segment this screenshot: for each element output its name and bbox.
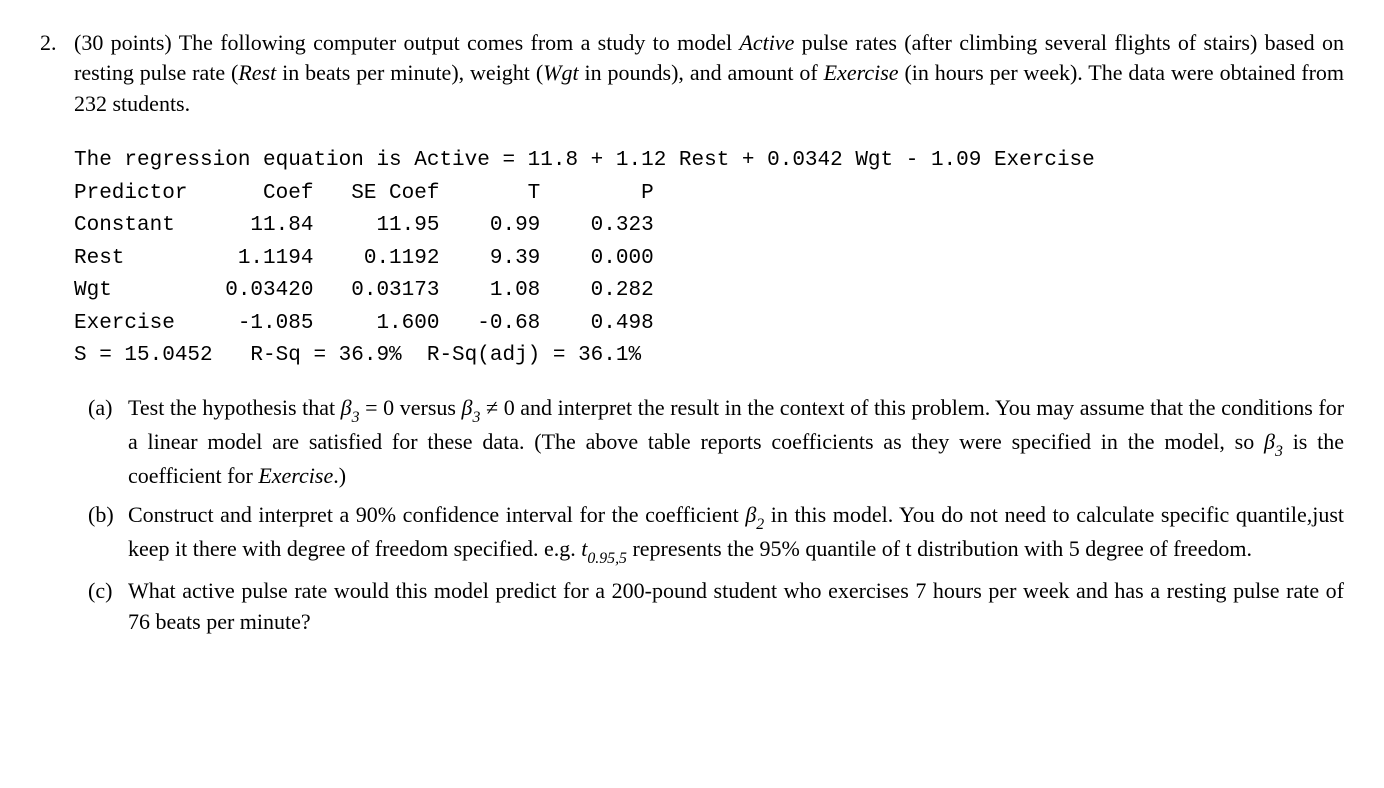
part-a-t1: Test the hypothesis that — [128, 395, 335, 420]
intro-text-3: in beats per minute), weight ( — [282, 60, 543, 85]
part-a-label: (a) — [88, 393, 128, 423]
part-b-t3: represents the 95% quantile of t distrib… — [632, 536, 1252, 561]
beta2-sub: 2 — [756, 516, 764, 533]
t-quantile: t0.95,5 — [581, 536, 627, 561]
part-a-eq0: = 0 versus — [365, 395, 456, 420]
points-label: (30 points) — [74, 30, 172, 55]
term-rest: Rest — [238, 60, 276, 85]
regression-output: The regression equation is Active = 11.8… — [74, 145, 1344, 373]
part-b-text: Construct and interpret a 90% confidence… — [128, 500, 1344, 569]
problem-number: 2. — [40, 28, 74, 58]
part-a-t3: .) — [333, 463, 346, 488]
intro-text-1: The following computer output comes from… — [179, 30, 732, 55]
term-active: Active — [739, 30, 794, 55]
problem-body: (30 points) The following computer outpu… — [74, 28, 1344, 645]
intro-text-4: in pounds), and amount of — [585, 60, 818, 85]
beta2: β2 — [745, 502, 764, 527]
part-c-text: What active pulse rate would this model … — [128, 576, 1344, 637]
beta-sub2: 3 — [473, 409, 481, 426]
beta3-1: β3 — [341, 395, 360, 420]
part-c-label: (c) — [88, 576, 128, 606]
part-b: (b) Construct and interpret a 90% confid… — [88, 500, 1344, 569]
term-exercise: Exercise — [824, 60, 899, 85]
beta-sub3: 3 — [1275, 443, 1283, 460]
beta3-2: β3 — [462, 395, 481, 420]
beta-sym2: β — [462, 395, 473, 420]
beta3-3: β3 — [1264, 429, 1283, 454]
beta2-sym: β — [745, 502, 756, 527]
t-sub: 0.95,5 — [587, 550, 627, 567]
beta-sym3: β — [1264, 429, 1275, 454]
term-wgt: Wgt — [543, 60, 578, 85]
part-c: (c) What active pulse rate would this mo… — [88, 576, 1344, 637]
problem-2: 2. (30 points) The following computer ou… — [40, 28, 1344, 645]
part-a-text: Test the hypothesis that β3 = 0 versus β… — [128, 393, 1344, 492]
part-b-t1: Construct and interpret a 90% confidence… — [128, 502, 739, 527]
exercise-term: Exercise — [258, 463, 333, 488]
beta-sym: β — [341, 395, 352, 420]
part-a: (a) Test the hypothesis that β3 = 0 vers… — [88, 393, 1344, 492]
subparts: (a) Test the hypothesis that β3 = 0 vers… — [74, 393, 1344, 637]
part-b-label: (b) — [88, 500, 128, 530]
beta-sub: 3 — [352, 409, 360, 426]
